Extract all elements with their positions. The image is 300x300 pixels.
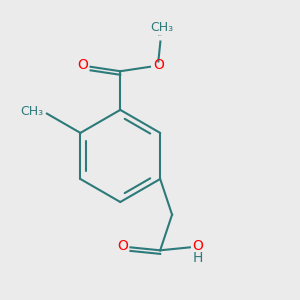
Text: CH₃: CH₃	[20, 105, 44, 118]
Text: CH₃: CH₃	[150, 21, 173, 34]
Text: O: O	[193, 239, 203, 253]
Text: O: O	[78, 58, 88, 72]
Text: methyl: methyl	[158, 34, 163, 36]
Text: H: H	[193, 251, 203, 265]
Text: O: O	[118, 239, 128, 253]
Text: O: O	[153, 58, 164, 72]
